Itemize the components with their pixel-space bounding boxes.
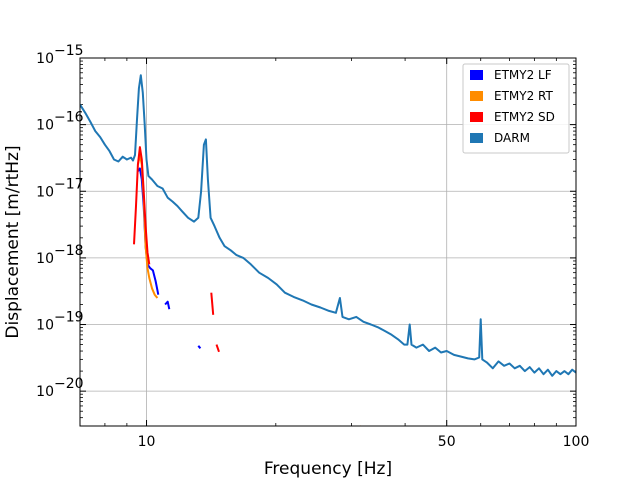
series-segment-etmy2-lf xyxy=(164,300,171,310)
x-tick-label: 10 xyxy=(138,434,156,450)
legend-swatch xyxy=(470,112,483,122)
y-tick-label-base: 10 xyxy=(36,251,54,267)
y-tick-label-base: 10 xyxy=(36,184,54,200)
y-tick-label-exponent: −20 xyxy=(54,376,84,392)
y-tick-label-exponent: −17 xyxy=(54,176,84,192)
x-axis-title: Frequency [Hz] xyxy=(264,459,392,479)
x-tick-label: 100 xyxy=(563,434,590,450)
legend: ETMY2 LF ETMY2 RT ETMY2 SD DARM xyxy=(462,63,570,154)
y-tick-label-exponent: −19 xyxy=(54,310,84,326)
series-darm xyxy=(80,74,576,377)
x-axis: 10 50 100 xyxy=(138,58,590,450)
series-segment-etmy2-lf xyxy=(197,345,202,349)
legend-swatch xyxy=(470,91,483,101)
series-line-darm xyxy=(80,74,576,377)
y-tick-label-exponent: −16 xyxy=(54,110,84,126)
series-etmy2-sd xyxy=(133,146,220,353)
plot-frame xyxy=(79,57,577,427)
legend-swatch xyxy=(470,133,483,143)
legend-label: DARM xyxy=(494,131,530,145)
x-tick-label: 50 xyxy=(438,434,456,450)
series-segment-etmy2-sd xyxy=(210,292,215,315)
y-tick-label-base: 10 xyxy=(36,51,54,67)
legend-swatch xyxy=(470,70,483,80)
legend-label: ETMY2 RT xyxy=(494,89,554,103)
legend-label: ETMY2 SD xyxy=(494,110,555,124)
legend-label: ETMY2 LF xyxy=(494,68,552,82)
y-tick-label-base: 10 xyxy=(36,118,54,134)
legend-frame xyxy=(462,63,570,154)
y-tick-label-base: 10 xyxy=(36,384,54,400)
y-axis-title: Displacement [m/rtHz] xyxy=(3,145,23,338)
series-layer xyxy=(80,74,576,426)
y-tick-label-exponent: −18 xyxy=(54,243,84,259)
series-segment-etmy2-sd xyxy=(133,146,151,265)
y-tick-label-base: 10 xyxy=(36,318,54,334)
y-tick-label-exponent: −15 xyxy=(54,43,84,59)
series-segment-etmy2-sd xyxy=(215,344,220,353)
